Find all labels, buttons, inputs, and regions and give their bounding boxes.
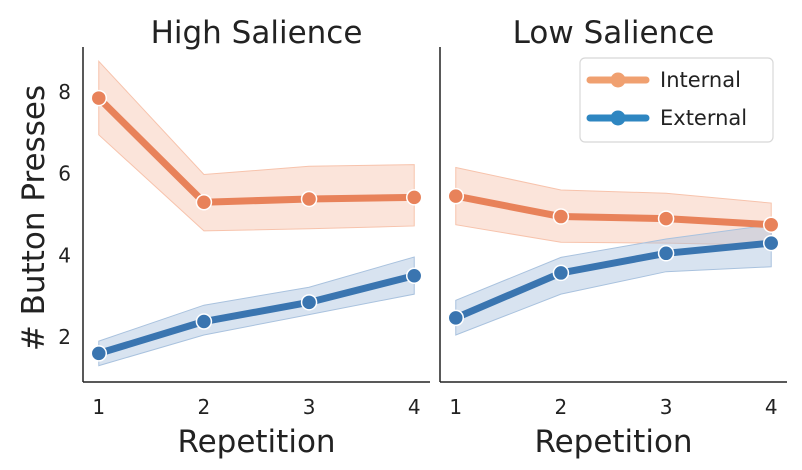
panel-1: High Salience 1 2 3 4 2 4 6 8 Repetition — [58, 15, 430, 460]
series-line-internal — [452, 192, 775, 229]
x-tick-label: 2 — [198, 395, 211, 419]
data-point-external — [300, 294, 318, 311]
panel-2: Low Salience 1 2 3 4 Repetition — [439, 15, 787, 460]
series-line-external — [95, 272, 418, 357]
series-line-external — [452, 239, 775, 322]
y-tick-label: 8 — [58, 80, 71, 104]
y-tick-label: 2 — [58, 325, 71, 349]
y-axis-label: # Button Presses — [16, 85, 52, 351]
confidence-band-internal — [98, 60, 415, 232]
data-point-external — [657, 245, 675, 262]
data-point-external — [762, 234, 780, 252]
legend-label-internal: Internal — [660, 68, 741, 92]
x-tick-label: 4 — [765, 395, 778, 419]
x-tick-label: 3 — [660, 395, 673, 419]
data-point-internal — [762, 216, 780, 233]
x-axis-label: Repetition — [534, 424, 692, 460]
data-point-internal — [657, 210, 675, 227]
panel-title: High Salience — [151, 15, 363, 51]
x-tick-label: 3 — [303, 395, 316, 419]
x-tick-label: 2 — [555, 395, 568, 419]
data-point-internal — [195, 193, 213, 211]
data-point-external — [552, 264, 570, 282]
data-point-external — [405, 267, 423, 285]
data-point-internal — [405, 189, 423, 206]
data-point-external — [195, 313, 213, 330]
x-tick-label: 1 — [449, 395, 462, 419]
y-tick-label: 4 — [58, 243, 71, 267]
x-tick-label: 1 — [92, 395, 105, 419]
data-point-external — [90, 345, 108, 362]
data-point-internal — [90, 89, 108, 107]
y-tick-label: 6 — [58, 162, 71, 186]
legend-label-external: External — [660, 106, 747, 130]
x-axis-label: Repetition — [177, 424, 335, 460]
legend-marker-external — [610, 110, 626, 126]
panel-title: Low Salience — [513, 15, 715, 51]
legend-marker-internal — [610, 72, 626, 88]
data-point-internal — [300, 190, 318, 208]
data-point-external — [447, 309, 465, 327]
data-point-internal — [447, 187, 465, 205]
data-point-internal — [552, 208, 570, 225]
legend: Internal External — [579, 57, 774, 143]
x-tick-label: 4 — [408, 395, 421, 419]
series-line-internal — [95, 94, 418, 206]
